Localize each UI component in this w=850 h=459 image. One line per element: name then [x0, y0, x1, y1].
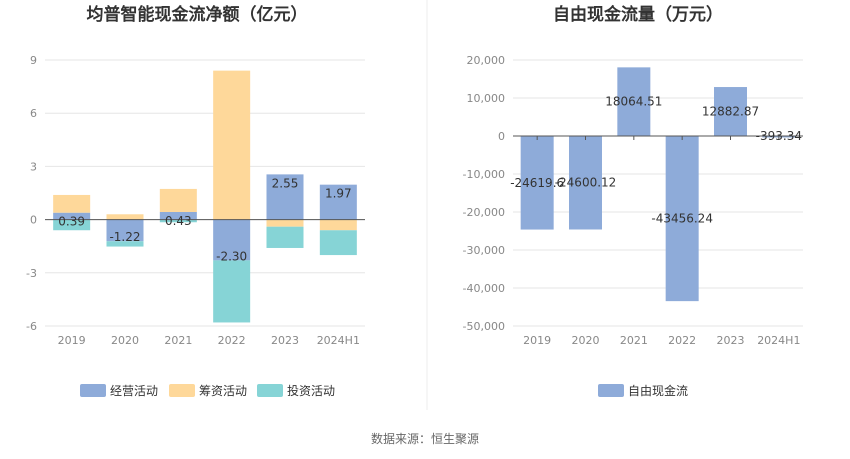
y-tick-label: 9 — [30, 54, 37, 67]
data-label: -2.30 — [216, 249, 247, 263]
bar-financing — [159, 188, 197, 212]
legend-swatch — [169, 384, 195, 397]
data-label: 2.55 — [272, 176, 299, 190]
data-label: 0.39 — [58, 215, 85, 229]
legend-swatch — [80, 384, 106, 397]
data-labels-right: -24619.6-24600.12 18064.51 -43456.24 12882.… — [510, 95, 802, 226]
data-labels-left: 0.39 -1.22 0.43 -2.30 2.55 1.97 — [58, 176, 351, 263]
bar-operating — [319, 184, 357, 220]
legend-item-financing[interactable]: 筹资活动 — [169, 384, 247, 398]
bar-operating — [53, 212, 91, 220]
y-tick-label: 6 — [30, 107, 37, 120]
y-tick-label: 20,000 — [467, 54, 506, 67]
x-ticks-right: 2019 2020 2021 2022 2023 2024H1 — [523, 136, 800, 347]
legend-item-operating[interactable]: 经营活动 — [80, 384, 158, 398]
bar-fcf — [665, 136, 699, 302]
legend-label: 经营活动 — [110, 384, 158, 398]
bar-operating — [213, 219, 251, 261]
x-tick-label: 2020 — [572, 334, 600, 347]
data-label: -393.34 — [756, 129, 802, 143]
bar-fcf — [520, 136, 554, 230]
y-tick-label: -6 — [26, 320, 37, 333]
bar-investing — [213, 260, 251, 323]
data-label: -1.22 — [109, 230, 140, 244]
x-tick-label: 2024H1 — [757, 334, 800, 347]
x-ticks-left: 2019 2020 2021 2022 2023 2024H1 — [58, 334, 360, 347]
bar-operating — [106, 219, 144, 242]
bars-left — [45, 70, 365, 323]
legend-right: 自由现金流 — [598, 383, 688, 398]
x-tick-label: 2021 — [164, 334, 192, 347]
bar-investing — [53, 219, 91, 231]
bar-financing — [266, 219, 304, 227]
y-tick-label: -40,000 — [463, 282, 505, 295]
y-tick-label: 10,000 — [467, 92, 506, 105]
x-tick-label: 2019 — [523, 334, 551, 347]
bar-financing — [319, 219, 357, 231]
legend-label: 投资活动 — [287, 383, 335, 398]
x-tick-label: 2022 — [218, 334, 246, 347]
bar-financing — [53, 194, 91, 213]
legend-left: 经营活动 筹资活动 投资活动 — [80, 383, 335, 398]
chart-title-left: 均普智能现金流净额（亿元） — [87, 4, 308, 25]
y-tick-label: -20,000 — [463, 206, 505, 219]
bar-fcf — [714, 87, 747, 136]
legend-label: 筹资活动 — [199, 384, 247, 398]
legend-item-investing[interactable]: 投资活动 — [257, 383, 335, 398]
bar-operating — [159, 211, 197, 220]
bar-investing — [319, 230, 357, 256]
bar-operating — [266, 174, 304, 220]
bar-investing — [266, 226, 304, 248]
x-tick-label: 2023 — [717, 334, 745, 347]
legend-swatch — [257, 384, 283, 397]
bar-fcf — [569, 136, 602, 230]
chart-title-right: 自由现金流量（万元） — [553, 4, 723, 25]
data-label: -24600.12 — [555, 176, 617, 190]
bar-financing — [213, 70, 251, 220]
y-tick-label: 0 — [498, 130, 505, 143]
legend-swatch — [598, 384, 624, 397]
free-cash-flow-chart: 自由现金流量（万元） 20,000 10,000 0 -10,000 -20,000 -3… — [463, 4, 803, 398]
x-tick-label: 2024H1 — [317, 334, 360, 347]
legend-label: 自由现金流 — [628, 383, 688, 398]
data-label: -43456.24 — [651, 212, 713, 226]
y-tick-label: -10,000 — [463, 168, 505, 181]
x-tick-label: 2019 — [58, 334, 86, 347]
data-label: -24619.6 — [510, 176, 564, 190]
x-tick-label: 2023 — [271, 334, 299, 347]
data-label: 1.97 — [325, 187, 352, 201]
bar-investing — [106, 241, 144, 247]
x-tick-label: 2020 — [111, 334, 139, 347]
data-label: 18064.51 — [605, 95, 662, 109]
bars-right — [513, 67, 803, 302]
y-tick-label: -50,000 — [463, 320, 505, 333]
data-label: 12882.87 — [702, 105, 759, 119]
data-source-note: 数据来源：恒生聚源 — [371, 431, 479, 446]
bar-fcf — [617, 67, 651, 136]
x-tick-label: 2021 — [620, 334, 648, 347]
bar-financing — [106, 214, 144, 220]
legend-item-fcf[interactable]: 自由现金流 — [598, 383, 688, 398]
x-tick-label: 2022 — [668, 334, 696, 347]
y-tick-label: -3 — [26, 267, 37, 280]
data-label: 0.43 — [165, 214, 192, 228]
y-tick-label: 0 — [30, 214, 37, 227]
bar-investing — [159, 219, 197, 223]
y-tick-label: -30,000 — [463, 244, 505, 257]
y-tick-label: 3 — [30, 160, 37, 173]
